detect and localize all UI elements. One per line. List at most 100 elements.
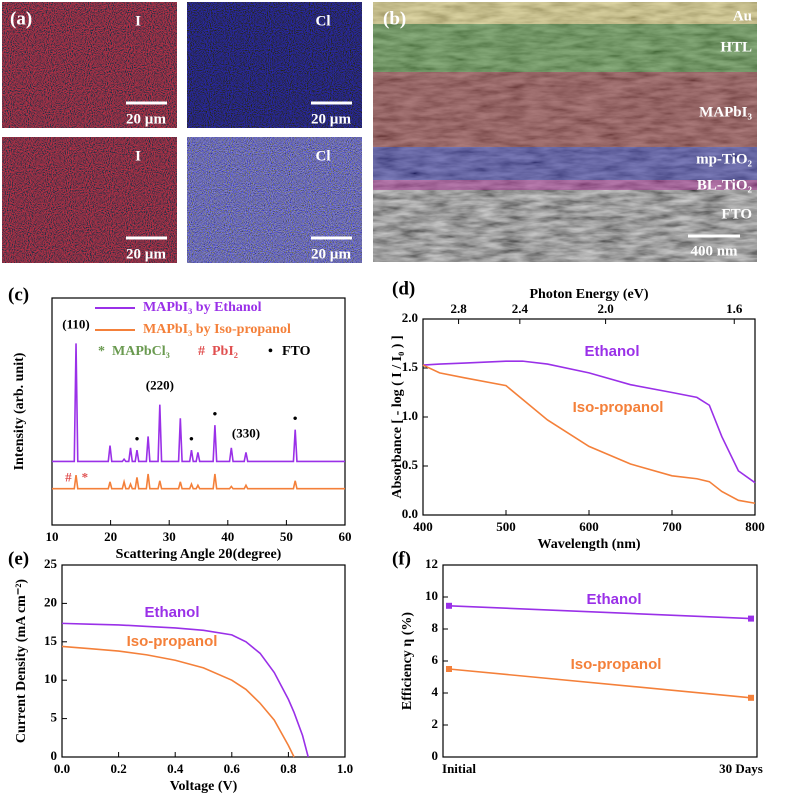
map-image	[2, 137, 177, 263]
scale-label: 20 µm	[311, 246, 351, 262]
y-axis-label: Absorbance [ - log ( I / I₀ ) ]	[390, 335, 405, 498]
panel-label: (b)	[383, 8, 406, 29]
series-label: MAPbI₃ by Iso-propanol	[143, 322, 291, 337]
key-symbol: •	[268, 344, 273, 359]
layer	[373, 180, 757, 190]
annotation: *	[82, 470, 89, 485]
x2-tick-label: 2.0	[597, 301, 613, 316]
panel-label: (e)	[8, 548, 29, 569]
chart: (c) 10 20 30 40 50 60 Scattering Angle 2θ(degre…	[8, 284, 352, 562]
map-image	[2, 2, 177, 128]
annotation: (220)	[146, 378, 174, 393]
y-tick-label: 10	[44, 671, 57, 686]
panel-label: (a)	[10, 8, 32, 29]
scale-label: 400 nm	[690, 243, 738, 259]
series-label: Ethanol	[585, 343, 640, 360]
plot-frame	[61, 564, 346, 758]
layer-label: FTO	[721, 206, 752, 222]
y-tick-label: 2	[432, 716, 439, 731]
layer	[373, 72, 757, 147]
scale-label: 20 µm	[311, 111, 351, 127]
series-line	[52, 473, 345, 490]
y-tick-label: 0	[51, 748, 58, 763]
scale-label: 20 µm	[126, 246, 166, 262]
x2-axis-label: Photon Energy (eV)	[530, 287, 649, 302]
map-image	[187, 137, 362, 263]
annotation: •	[135, 431, 140, 446]
y-tick-label: 4	[432, 684, 439, 699]
series-line	[422, 360, 756, 484]
layer-label: Au	[733, 8, 752, 24]
y-tick-label: 0.5	[402, 457, 419, 472]
y-axis-label: Current Density (mA cm⁻²)	[14, 579, 29, 743]
key-symbol: #	[198, 344, 205, 359]
key-symbol: *	[98, 344, 105, 359]
layer	[373, 24, 757, 72]
annotation: (330)	[232, 425, 260, 440]
y-axis-label: Efficiency η (%)	[400, 612, 415, 710]
x-tick-label: 20	[104, 529, 117, 544]
series-label: Ethanol	[145, 604, 200, 621]
point	[748, 694, 754, 701]
map-image	[187, 2, 362, 128]
x-tick-label: 40	[221, 529, 234, 544]
element-label: I	[135, 148, 141, 164]
y-tick-label: 0.0	[402, 506, 418, 521]
y-tick-label: 6	[432, 652, 439, 667]
series-label: Iso-propanol	[573, 399, 664, 416]
y-tick-label: 8	[432, 620, 439, 635]
y-tick-label: 15	[44, 633, 58, 648]
point	[748, 615, 754, 622]
plot-frame	[51, 297, 346, 526]
annotation: •	[189, 431, 194, 446]
panel-label: (d)	[392, 278, 415, 299]
series-line	[448, 605, 752, 620]
x-axis-label: Wavelength (nm)	[537, 537, 640, 552]
x-tick-label: 0.8	[280, 761, 297, 776]
scale-label: 20 µm	[126, 111, 166, 127]
x-tick-label: 60	[339, 529, 352, 544]
x-tick-label: 30 Days	[719, 761, 763, 776]
x-tick-label: 0.6	[224, 761, 241, 776]
x-tick-label: 10	[46, 529, 59, 544]
layer-label: BL-TiO₂	[697, 177, 753, 193]
y-tick-label: 25	[44, 556, 58, 571]
element-label: Cl	[316, 148, 331, 164]
x-tick-label: 0.4	[167, 761, 184, 776]
x-tick-label: 1.0	[337, 761, 353, 776]
y-axis-label: Intensity (arb. unit)	[12, 352, 27, 470]
layer-label: HTL	[720, 39, 752, 55]
layer	[373, 2, 757, 24]
x-tick-label: 50	[280, 529, 293, 544]
element-label: I	[135, 13, 141, 29]
y-tick-label: 2.0	[402, 310, 418, 325]
x2-tick-label: 2.4	[512, 301, 529, 316]
x-tick-label: 800	[745, 519, 765, 534]
panel-label: (f)	[392, 548, 411, 569]
x-tick-label: 0.2	[110, 761, 126, 776]
x-tick-label: 400	[413, 519, 433, 534]
x-tick-label: 0.0	[54, 761, 70, 776]
layer-label: MAPbI₃	[699, 104, 752, 120]
x-tick-label: 500	[496, 519, 516, 534]
panel-label: (c)	[8, 284, 29, 305]
point	[446, 666, 452, 672]
x-tick-label: 30	[163, 529, 176, 544]
series-line	[52, 343, 345, 463]
element-label: Cl	[316, 13, 331, 29]
x2-tick-label: 2.8	[450, 301, 467, 316]
annotation: #	[65, 470, 72, 485]
x2-tick-label: 1.6	[726, 301, 743, 316]
annotation: •	[293, 411, 298, 426]
layer	[373, 190, 757, 262]
annotation: (110)	[62, 316, 89, 331]
series-line	[422, 364, 756, 505]
chart: (f) Initial 30 Days 0 2 4 6 8 10 12 Efficiency η (…	[392, 548, 763, 776]
series-label: Iso-propanol	[571, 656, 662, 673]
y-tick-label: 5	[51, 710, 58, 725]
layer	[373, 147, 757, 180]
layer-label: mp-TiO₂	[696, 151, 752, 167]
chart: (d) 400 500 600 700 800 0.0 0.5 1.0 1.5 2.0 2.8 2.4 2…	[390, 278, 765, 552]
chart: (e) 0.0 0.2 0.4 0.6 0.8 1.0 0 5 10 15 20 25 Voltage (…	[8, 548, 353, 794]
